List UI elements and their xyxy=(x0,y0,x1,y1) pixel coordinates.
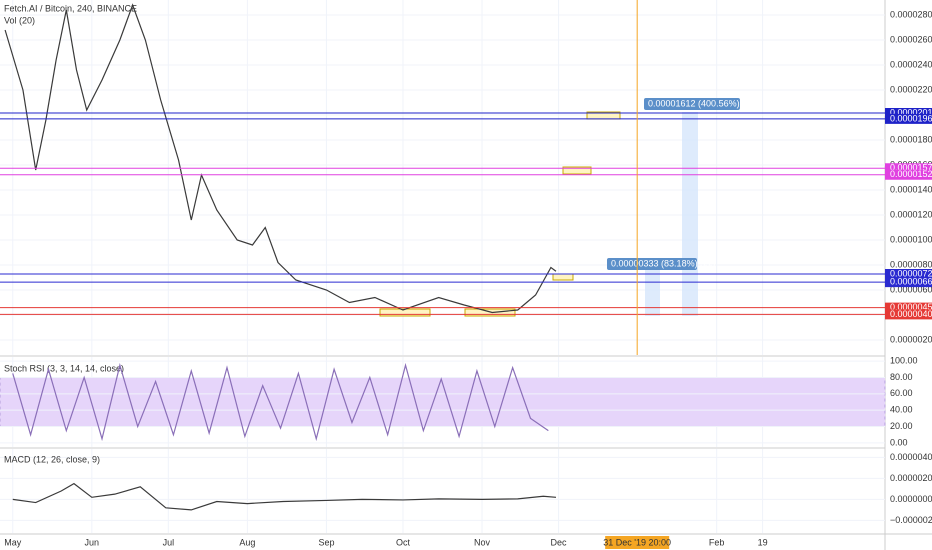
indicator-label: Stoch RSI (3, 3, 14, 14, close) xyxy=(4,363,124,373)
x-tick-label: Aug xyxy=(239,537,255,547)
price-label: 0.00001522 xyxy=(890,169,932,179)
price-label: 0.00001574 xyxy=(890,163,932,173)
measure-label-bg xyxy=(607,258,697,270)
y-tick-label: 60.00 xyxy=(890,388,913,398)
price-label-bg xyxy=(885,302,932,313)
x-tick-label: Oct xyxy=(396,537,411,547)
measure-label: 0.00001612 (400.56%) 1612 xyxy=(648,98,762,108)
measure-label: 0.00000333 (83.18%) 333 xyxy=(611,258,715,268)
price-label-bg xyxy=(885,309,932,320)
measure-box xyxy=(645,270,660,316)
price-line xyxy=(4,3,557,314)
measure-label-bg xyxy=(644,98,740,110)
price-label: 0.00001969 xyxy=(890,113,932,123)
zone-box xyxy=(379,308,431,317)
price-label: 0.00000728 xyxy=(890,268,932,278)
price-label-bg xyxy=(885,113,932,124)
marker-label-bg xyxy=(605,536,670,549)
price-label: 0.00002016 xyxy=(890,107,932,117)
price-label-bg xyxy=(885,163,932,174)
y-tick-label: 20.00 xyxy=(890,421,913,431)
x-tick-label: Dec xyxy=(551,537,568,547)
y-tick-label: 80.00 xyxy=(890,372,913,382)
y-tick-label: 40.00 xyxy=(890,405,913,415)
x-tick-label: 19 xyxy=(758,537,768,547)
indicator-label: MACD (12, 26, close, 9) xyxy=(4,454,100,464)
x-tick-label: Feb xyxy=(709,537,725,547)
measure-box xyxy=(682,112,698,316)
zone-box xyxy=(552,273,574,281)
price-label: 0.00000405 xyxy=(890,309,932,319)
marker-label: 31 Dec '19 20:00 xyxy=(603,537,671,547)
chart-title: Fetch.AI / Bitcoin, 240, BINANCE xyxy=(4,3,137,13)
x-tick-label: Jun xyxy=(85,537,100,547)
price-label: 0.00000459 xyxy=(890,302,932,312)
y-tick-label: 100.00 xyxy=(890,355,918,365)
price-line xyxy=(12,482,557,511)
price-label-bg xyxy=(885,108,932,118)
price-line xyxy=(12,362,549,442)
x-tick-label: Sep xyxy=(318,537,334,547)
x-tick-label: May xyxy=(4,537,22,547)
price-label-bg xyxy=(885,269,932,279)
price-label-bg xyxy=(885,169,932,180)
y-tick-label: 0.00000400 xyxy=(890,452,932,462)
indicator-label: Vol (20) xyxy=(4,15,35,25)
x-tick-label: Nov xyxy=(474,537,491,547)
zone-box xyxy=(562,166,592,175)
price-label-bg xyxy=(885,277,932,288)
x-tick-label: Jul xyxy=(163,537,175,547)
y-tick-label: 0.00 xyxy=(890,437,908,447)
price-label: 0.00000663 xyxy=(890,277,932,287)
